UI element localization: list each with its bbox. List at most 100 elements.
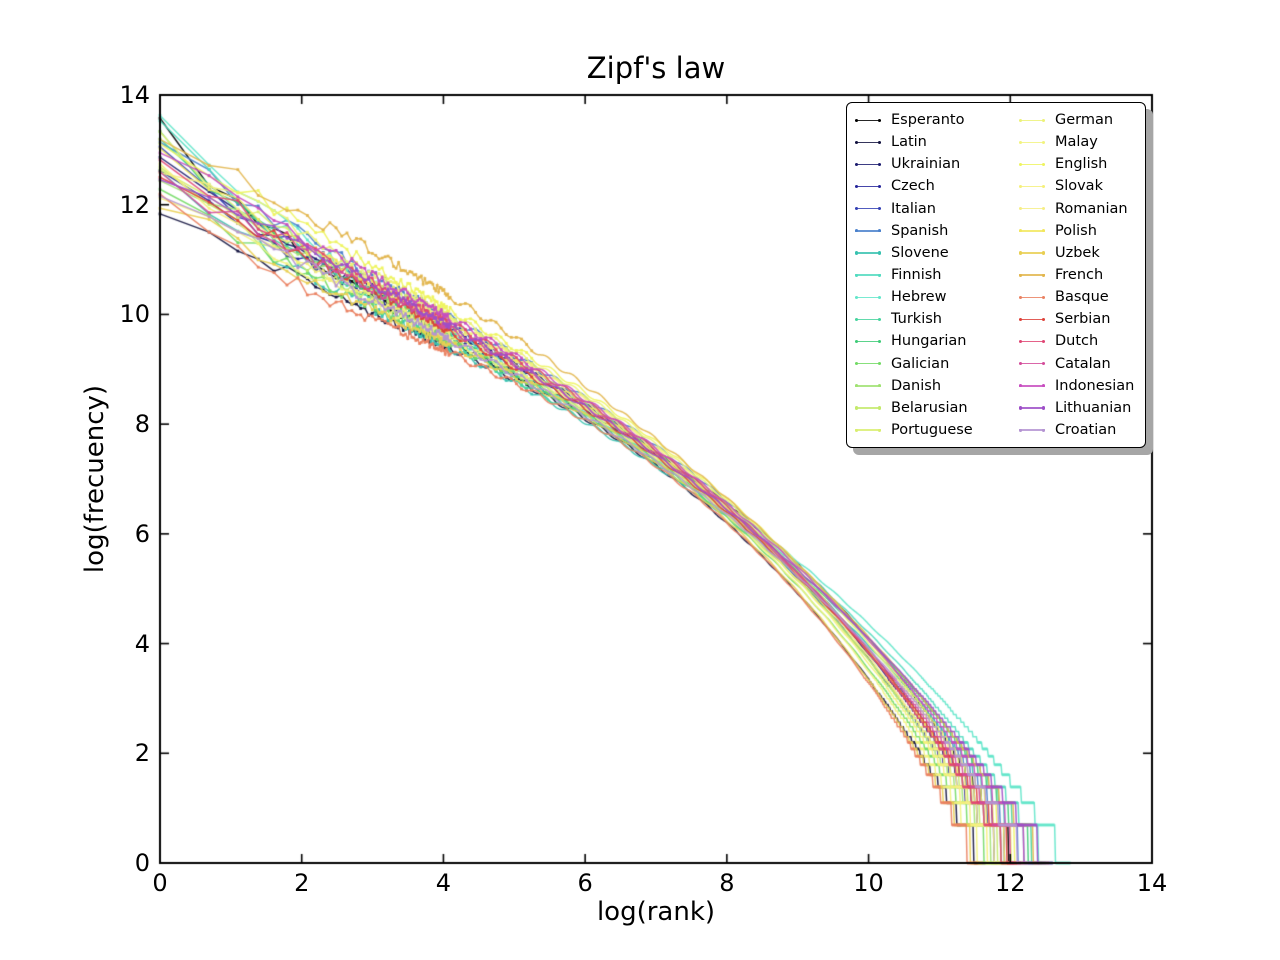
x-tick-label: 2: [294, 869, 310, 897]
y-tick-label: 12: [119, 190, 150, 219]
x-axis-label: log(rank): [596, 897, 716, 927]
chart-title: Zipf's law: [586, 51, 726, 85]
legend-item: Basque: [1019, 286, 1145, 308]
legend-line-sample-icon: [855, 118, 881, 122]
legend-line-sample-icon: [1019, 362, 1045, 366]
x-tick-label: 6: [577, 869, 593, 897]
y-tick-label: 14: [119, 81, 150, 109]
legend-label: Indonesian: [1055, 377, 1135, 394]
legend-line-sample-icon: [1019, 317, 1045, 322]
legend-item: Belarusian: [855, 397, 1019, 419]
legend-label: German: [1055, 112, 1114, 128]
x-tick-label: 8: [719, 869, 735, 897]
legend-line-sample-icon: [855, 140, 881, 144]
legend-line-sample-icon: [1019, 229, 1045, 233]
legend-item: Dutch: [1019, 330, 1145, 352]
legend-line-sample-icon: [1019, 251, 1045, 255]
legend-item: Polish: [1019, 220, 1145, 242]
legend-label: Danish: [891, 377, 942, 394]
legend-item: Slovene: [855, 242, 1019, 264]
y-tick-label: 6: [134, 519, 150, 548]
legend-label: French: [1055, 266, 1104, 283]
legend-label: Malay: [1055, 134, 1098, 151]
legend-label: Spanish: [891, 222, 949, 239]
legend-label: Uzbek: [1055, 244, 1100, 261]
legend-line-sample-icon: [855, 207, 881, 211]
legend-label: Turkish: [891, 311, 942, 328]
legend-line-sample-icon: [1019, 339, 1045, 344]
legend-item: Serbian: [1019, 308, 1145, 330]
legend-item: Turkish: [855, 308, 1019, 330]
legend-line-sample-icon: [1019, 162, 1045, 167]
legend-line-sample-icon: [855, 406, 881, 410]
legend-item: Indonesian: [1019, 375, 1145, 397]
y-tick-label: 0: [134, 849, 150, 877]
legend-line-sample-icon: [855, 273, 881, 277]
legend-label: Slovene: [891, 244, 949, 261]
legend-label: Galician: [891, 355, 950, 372]
legend-item: Esperanto: [855, 109, 1019, 131]
legend-item: Portuguese: [855, 419, 1019, 441]
legend-line-sample-icon: [1019, 295, 1045, 299]
y-tick-label: 10: [119, 300, 150, 329]
legend-line-sample-icon: [855, 317, 881, 322]
legend-item: Croatian: [1019, 419, 1145, 441]
legend-item: Ukrainian: [855, 153, 1019, 175]
legend-line-sample-icon: [855, 428, 881, 432]
legend-line-sample-icon: [1019, 384, 1045, 388]
legend-item: Malay: [1019, 131, 1145, 153]
y-tick-label: 4: [134, 629, 150, 658]
legend-item: Spanish: [855, 220, 1019, 242]
legend-label: Hebrew: [891, 289, 947, 306]
legend-label: Hungarian: [891, 333, 967, 350]
x-tick-label: 12: [995, 869, 1026, 897]
legend-label: Belarusian: [891, 399, 968, 416]
legend-line-sample-icon: [855, 339, 881, 344]
legend-item: Catalan: [1019, 353, 1145, 375]
legend-label: Lithuanian: [1055, 399, 1132, 416]
legend-label: Italian: [891, 200, 936, 217]
legend-line-sample-icon: [1019, 406, 1045, 410]
legend-line-sample-icon: [1019, 273, 1045, 277]
legend-line-sample-icon: [1019, 140, 1045, 144]
legend-label: Portuguese: [891, 421, 973, 438]
legend-label: Romanian: [1055, 200, 1128, 217]
legend-item: Italian: [855, 198, 1019, 220]
legend-item: Romanian: [1019, 198, 1145, 220]
x-tick-label: 14: [1136, 869, 1168, 897]
legend-label: Serbian: [1055, 311, 1111, 328]
legend-item: French: [1019, 264, 1145, 286]
legend-item: Uzbek: [1019, 242, 1145, 264]
legend-line-sample-icon: [855, 184, 881, 189]
legend-line-sample-icon: [855, 162, 881, 167]
legend-label: Esperanto: [891, 112, 965, 128]
legend-label: Czech: [891, 178, 935, 195]
legend-item: Latin: [855, 131, 1019, 153]
legend-line-sample-icon: [855, 251, 881, 255]
legend-line-sample-icon: [855, 362, 881, 366]
legend-item: English: [1019, 153, 1145, 175]
y-tick-label: 2: [134, 739, 150, 768]
legend-label: English: [1055, 156, 1108, 173]
legend-label: Slovak: [1055, 178, 1103, 195]
legend-line-sample-icon: [855, 295, 881, 299]
legend-item: Hungarian: [855, 330, 1019, 352]
legend-item: Czech: [855, 175, 1019, 197]
y-tick-label: 8: [134, 410, 150, 439]
legend-line-sample-icon: [855, 384, 881, 388]
legend-label: Ukrainian: [891, 156, 961, 173]
legend-label: Polish: [1055, 222, 1097, 239]
legend-item: Slovak: [1019, 175, 1145, 197]
legend: Esperanto Latin Ukrainian Czech Italian Spani…: [846, 102, 1146, 448]
legend-line-sample-icon: [1019, 184, 1045, 189]
legend-item: German: [1019, 109, 1145, 131]
legend-label: Croatian: [1055, 421, 1117, 438]
x-tick-label: 4: [435, 869, 452, 897]
legend-label: Latin: [891, 134, 927, 151]
legend-label: Basque: [1055, 289, 1109, 306]
legend-column-2: German Malay English Slovak Romanian Polish Uz…: [1019, 109, 1145, 441]
legend-label: Catalan: [1055, 355, 1111, 372]
legend-item: Hebrew: [855, 286, 1019, 308]
legend-label: Dutch: [1055, 333, 1099, 350]
